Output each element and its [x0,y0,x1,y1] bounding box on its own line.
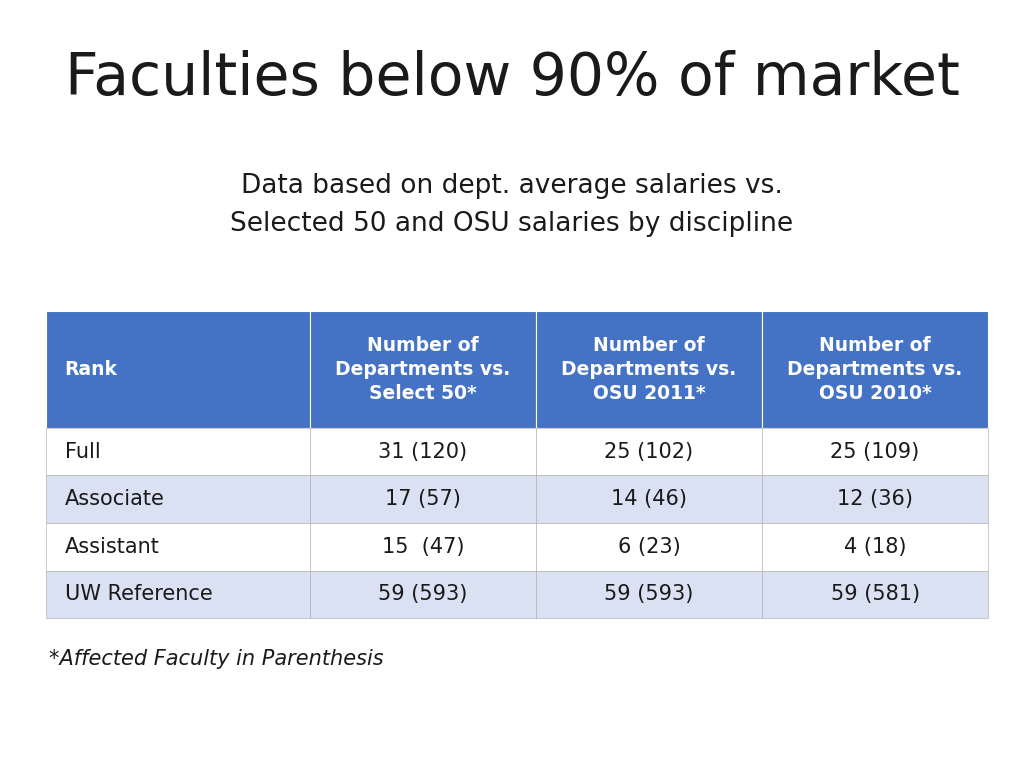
Bar [536,475,762,523]
Text: Number of
Departments vs.
OSU 2010*: Number of Departments vs. OSU 2010* [787,336,963,403]
Bar [46,428,310,475]
Bar [46,475,310,523]
Text: 15  (47): 15 (47) [382,537,464,557]
Text: 6 (23): 6 (23) [617,537,680,557]
Bar [762,571,988,618]
Text: Faculties below 90% of market: Faculties below 90% of market [65,50,959,107]
Text: 31 (120): 31 (120) [378,442,468,462]
Bar [762,311,988,428]
Text: 17 (57): 17 (57) [385,489,461,509]
Bar [762,428,988,475]
Text: 59 (593): 59 (593) [378,584,468,604]
Bar [536,311,762,428]
Text: *Affected Faculty in Parenthesis: *Affected Faculty in Parenthesis [49,649,384,669]
Text: 12 (36): 12 (36) [837,489,913,509]
Bar [46,311,310,428]
Bar [310,523,536,571]
Bar [536,523,762,571]
Bar [536,571,762,618]
Bar [762,523,988,571]
Bar [762,475,988,523]
Text: Number of
Departments vs.
Select 50*: Number of Departments vs. Select 50* [335,336,511,403]
Text: 59 (593): 59 (593) [604,584,693,604]
Text: UW Reference: UW Reference [65,584,212,604]
Bar [310,428,536,475]
Bar [536,428,762,475]
Text: 25 (109): 25 (109) [830,442,920,462]
Text: 4 (18): 4 (18) [844,537,906,557]
Bar [46,523,310,571]
Text: 25 (102): 25 (102) [604,442,693,462]
Text: Assistant: Assistant [65,537,160,557]
Bar [310,571,536,618]
Text: Data based on dept. average salaries vs.
Selected 50 and OSU salaries by discipl: Data based on dept. average salaries vs.… [230,173,794,237]
Text: 14 (46): 14 (46) [611,489,687,509]
Text: Full: Full [65,442,100,462]
Bar [310,311,536,428]
Text: Rank: Rank [65,360,118,379]
Text: 59 (581): 59 (581) [830,584,920,604]
Text: Number of
Departments vs.
OSU 2011*: Number of Departments vs. OSU 2011* [561,336,736,403]
Bar [46,571,310,618]
Text: Associate: Associate [65,489,165,509]
Bar [310,475,536,523]
